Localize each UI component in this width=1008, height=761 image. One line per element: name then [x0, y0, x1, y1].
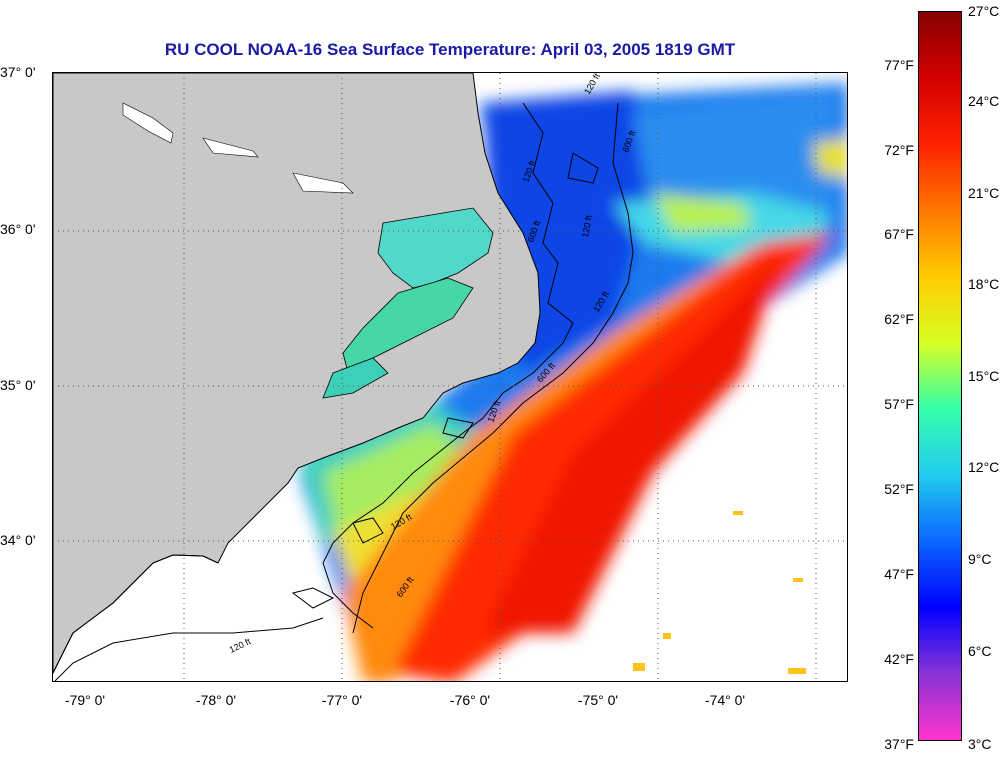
sst-gulfstream-red-core [483, 253, 783, 633]
colorbar-f-label: 67°F [884, 226, 914, 242]
colorbar-f-label: 52°F [884, 481, 914, 497]
colorbar-c-label: 15°C [968, 368, 1000, 384]
colorbar-f-label: 42°F [884, 651, 914, 667]
colorbar-c-label: 27°C [968, 3, 1000, 19]
colorbar-c-label: 21°C [968, 185, 1000, 201]
sst-map-canvas: 120 ft 600 ft 120 ft 120 ft 600 ft 120 f… [53, 73, 847, 681]
colorbar-c-label: 9°C [968, 551, 992, 567]
lon-label: -75° 0' [577, 692, 619, 708]
lon-label: -77° 0' [321, 692, 363, 708]
sst-map: 120 ft 600 ft 120 ft 120 ft 600 ft 120 f… [52, 72, 848, 682]
lat-label: 36° 0' [0, 221, 36, 237]
contour-label: 120 ft [580, 214, 594, 238]
bathymetry-contours [54, 102, 634, 681]
contour-label: 120 ft [582, 73, 602, 96]
colorbar-f-label: 37°F [884, 736, 914, 752]
inland-rivers [122, 102, 354, 194]
colorbar-f-label: 77°F [884, 57, 914, 73]
lat-label: 35° 0' [0, 377, 36, 393]
colorbar-f-label: 47°F [884, 566, 914, 582]
lon-label: -76° 0' [449, 692, 491, 708]
lon-label: -74° 0' [704, 692, 746, 708]
colorbar-c-label: 18°C [968, 276, 1000, 292]
temperature-colorbar [918, 11, 962, 741]
colorbar-c-label: 12°C [968, 459, 1000, 475]
graticule [53, 73, 847, 681]
sst-yellow-patch-far-ne [813, 138, 847, 178]
colorbar-f-label: 72°F [884, 142, 914, 158]
coastline-south [53, 554, 219, 674]
colorbar-c-label: 24°C [968, 93, 1000, 109]
lon-label: -79° 0' [64, 692, 106, 708]
sst-scattered-pixels [633, 511, 806, 674]
contour-label: 120 ft [228, 636, 253, 655]
sst-yellow-patch-ne [653, 193, 753, 233]
colorbar-c-label: 6°C [968, 643, 992, 659]
colorbar-f-label: 57°F [884, 396, 914, 412]
lon-label: -78° 0' [195, 692, 237, 708]
lat-label: 34° 0' [0, 532, 36, 548]
map-title: RU COOL NOAA-16 Sea Surface Temperature:… [164, 40, 736, 59]
colorbar-f-label: 62°F [884, 311, 914, 327]
colorbar-c-label: 3°C [968, 736, 992, 752]
sounds-inland [322, 207, 494, 399]
lat-label: 37° 0' [0, 64, 36, 80]
